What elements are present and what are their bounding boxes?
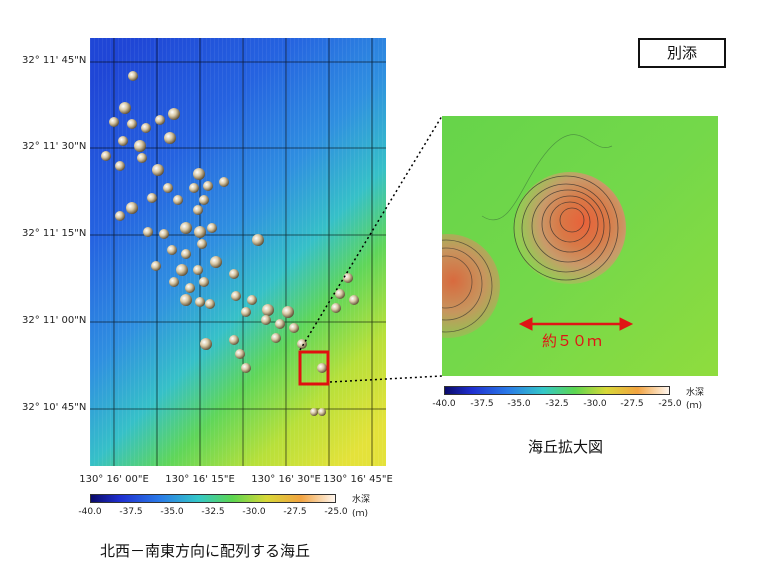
main-colorbar: -40.0 -37.5 -35.0 -32.5 -30.0 -27.5 -25.… xyxy=(78,494,348,534)
colorbar-unit: (ｍ) xyxy=(352,509,369,519)
colorbar-tick: -30.0 xyxy=(242,507,266,517)
latitude-label: 32° 11' 00"N xyxy=(22,315,87,326)
colorbar-tick: -30.0 xyxy=(583,399,607,409)
longitude-label: 130° 16' 30"E xyxy=(251,474,321,485)
bathymetry-map xyxy=(90,38,386,466)
attachment-badge: 別添 xyxy=(638,38,726,68)
main-caption: 北西－南東方向に配列する海丘 xyxy=(100,542,311,560)
colorbar-tick: -40.0 xyxy=(78,507,102,517)
colorbar-tick: -37.5 xyxy=(470,399,494,409)
longitude-label: 130° 16' 00"E xyxy=(79,474,149,485)
inset-colorbar: -40.0 -37.5 -35.0 -32.5 -30.0 -27.5 -25.… xyxy=(432,386,682,426)
colorbar-tick: -35.0 xyxy=(160,507,184,517)
latitude-label: 32° 11' 45"N xyxy=(22,55,87,66)
colorbar-tick: -32.5 xyxy=(545,399,569,409)
colorbar-title: 水深 xyxy=(686,388,705,398)
colorbar-tick: -25.0 xyxy=(658,399,682,409)
highlight-box xyxy=(298,350,330,386)
colorbar-gradient xyxy=(444,386,670,395)
inset-caption: 海丘拡大図 xyxy=(528,438,604,456)
longitude-label: 130° 16' 45"E xyxy=(323,474,393,485)
scale-label: 約５０ｍ xyxy=(542,332,603,350)
colorbar-tick: -40.0 xyxy=(432,399,456,409)
colorbar-tick: -27.5 xyxy=(283,507,307,517)
seamount-inset-map: 約５０ｍ xyxy=(442,116,718,376)
colorbar-gradient xyxy=(90,494,336,503)
scale-arrow xyxy=(518,317,634,331)
colorbar-tick: -32.5 xyxy=(201,507,225,517)
colorbar-tick: -27.5 xyxy=(620,399,644,409)
colorbar-tick: -35.0 xyxy=(507,399,531,409)
seamount-markers xyxy=(101,71,359,416)
colorbar-tick: -25.0 xyxy=(324,507,348,517)
colorbar-title: 水深 xyxy=(352,495,371,505)
colorbar-unit: (ｍ) xyxy=(686,401,703,411)
colorbar-tick: -37.5 xyxy=(119,507,143,517)
latitude-label: 32° 11' 30"N xyxy=(22,141,87,152)
latitude-label: 32° 10' 45"N xyxy=(22,402,87,413)
latitude-label: 32° 11' 15"N xyxy=(22,228,87,239)
longitude-label: 130° 16' 15"E xyxy=(165,474,235,485)
